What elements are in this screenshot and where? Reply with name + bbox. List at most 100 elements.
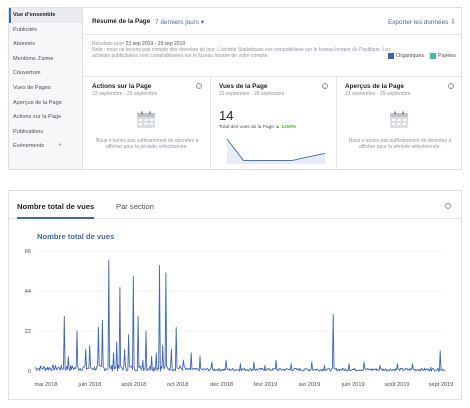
trend-line	[226, 138, 326, 161]
data-point[interactable]	[127, 333, 130, 336]
data-point[interactable]	[225, 359, 228, 362]
expand-plus-icon[interactable]: +	[58, 142, 63, 150]
x-tick-label: juin 2018	[78, 382, 102, 388]
card-title: Vues de la Page	[219, 83, 268, 90]
legend: Organiques Payées	[382, 53, 456, 59]
data-point[interactable]	[112, 351, 115, 354]
data-point[interactable]	[115, 341, 118, 344]
data-point[interactable]	[182, 359, 185, 362]
sidebar-item-page-previews[interactable]: Aperçus de la Page	[9, 96, 82, 111]
download-icon: ⇩	[450, 19, 456, 26]
data-point[interactable]	[252, 361, 255, 364]
total-views-line	[34, 259, 446, 372]
data-point[interactable]	[137, 315, 140, 318]
sidebar-item-overview[interactable]: Vue d’ensemble	[9, 8, 82, 23]
legend-label-paid: Payées	[438, 53, 456, 59]
data-point[interactable]	[155, 351, 158, 354]
data-point[interactable]	[88, 344, 91, 347]
tab-by-section[interactable]: Par section	[116, 202, 154, 211]
data-point[interactable]	[97, 326, 100, 329]
sidebar-item-page-actions[interactable]: Actions sur la Page	[9, 110, 82, 125]
data-point[interactable]	[175, 326, 178, 329]
data-point[interactable]	[363, 361, 366, 364]
sidebar-item-label: Événements	[13, 143, 45, 150]
calendar-icon	[137, 111, 155, 128]
total-views-chart: 0 22 44 66 mai 2018 juin 2018 août 2018 oct 201…	[25, 249, 454, 388]
insights-sidebar: Vue d’ensemble Publicités Abonnés Mentio…	[9, 8, 83, 169]
data-point[interactable]	[123, 348, 126, 351]
sidebar-item-label: Publicités	[13, 26, 37, 33]
view-tabs: Nombre total de vues Par section i	[9, 191, 461, 219]
info-icon[interactable]: i	[448, 83, 454, 89]
data-point[interactable]	[429, 366, 432, 369]
sidebar-item-ads[interactable]: Publicités	[9, 23, 82, 38]
data-point[interactable]	[264, 364, 267, 367]
data-point[interactable]	[396, 362, 399, 365]
data-point[interactable]	[275, 359, 278, 362]
x-tick-label: août 2019	[385, 382, 410, 388]
x-tick-label: août 2018	[121, 382, 146, 388]
data-point[interactable]	[158, 264, 161, 267]
date-range-dropdown[interactable]: 7 derniers jours ▾	[155, 19, 205, 26]
data-point[interactable]	[439, 350, 442, 353]
data-point[interactable]	[190, 351, 193, 354]
data-point[interactable]	[150, 355, 153, 358]
no-data-message: Nous n’avons pas suffisamment de données…	[95, 138, 199, 151]
data-point[interactable]	[332, 313, 335, 316]
info-icon[interactable]: i	[196, 83, 202, 89]
calendar-icon	[390, 111, 408, 128]
data-point[interactable]	[118, 286, 121, 289]
data-point[interactable]	[323, 364, 326, 367]
no-data-message: Nous n’avons pas suffisamment de données…	[348, 138, 452, 151]
card-page-previews[interactable]: Aperçus de la Page 23 septembre - 29 sep…	[336, 77, 461, 169]
tab-total-views[interactable]: Nombre total de vues	[17, 202, 95, 219]
data-point[interactable]	[101, 319, 104, 322]
y-tick-label: 66	[25, 249, 31, 255]
sidebar-item-label: Vues de Pages	[13, 84, 51, 91]
card-title: Aperçus de la Page	[345, 83, 404, 90]
sidebar-item-posts[interactable]: Publications	[9, 125, 82, 140]
sidebar-item-label: Couverture	[13, 70, 41, 77]
sidebar-item-label: Aperçus de la Page	[13, 99, 62, 106]
data-point[interactable]	[63, 315, 66, 318]
info-icon[interactable]: i	[445, 203, 451, 209]
data-point[interactable]	[141, 359, 144, 362]
data-point[interactable]	[210, 361, 213, 364]
legend-swatch-organic	[388, 53, 395, 59]
data-point[interactable]	[164, 271, 167, 274]
sidebar-item-followers[interactable]: Abonnés	[9, 37, 82, 52]
total-label: Total des vues de la Page	[219, 125, 274, 130]
sidebar-item-page-views[interactable]: Vues de Pages	[9, 81, 82, 96]
data-point[interactable]	[239, 362, 242, 365]
data-point[interactable]	[132, 275, 135, 278]
export-data-link[interactable]: Exporter les données ⇩	[388, 18, 456, 26]
data-point[interactable]	[348, 362, 351, 365]
sidebar-item-likes[interactable]: Mentions J’aime	[9, 52, 82, 67]
x-tick-label: oct 2018	[167, 382, 188, 388]
x-tick-label: déc 2018	[210, 382, 233, 388]
trend-area	[227, 139, 325, 164]
data-point[interactable]	[411, 362, 414, 365]
notice-prefix: Résultats pour	[92, 41, 125, 47]
sidebar-item-reach[interactable]: Couverture	[9, 66, 82, 81]
summary-cards: Actions sur la Page 23 septembre - 29 se…	[84, 76, 461, 169]
data-point[interactable]	[310, 361, 313, 364]
data-point[interactable]	[199, 355, 202, 358]
data-point[interactable]	[67, 355, 70, 358]
data-point[interactable]	[170, 348, 173, 351]
card-page-actions[interactable]: Actions sur la Page 23 septembre - 29 se…	[84, 77, 210, 169]
data-point[interactable]	[290, 362, 293, 365]
data-point[interactable]	[84, 348, 87, 351]
results-notice: Résultats pour 23 sep 2019 - 29 sep 2019…	[92, 41, 392, 60]
data-point[interactable]	[145, 330, 148, 333]
info-icon[interactable]: i	[322, 83, 328, 89]
x-tick-label: avr 2019	[298, 382, 320, 388]
data-point[interactable]	[379, 364, 382, 367]
data-point[interactable]	[107, 259, 110, 262]
data-point[interactable]	[161, 344, 164, 347]
card-page-views[interactable]: Vues de la Page 23 septembre - 29 septem…	[210, 77, 336, 169]
data-point[interactable]	[76, 330, 79, 333]
sidebar-item-events[interactable]: Événements +	[9, 139, 82, 154]
sidebar-item-label: Publications	[13, 128, 44, 135]
card-subtitle: 23 septembre - 29 septembre	[219, 91, 285, 97]
